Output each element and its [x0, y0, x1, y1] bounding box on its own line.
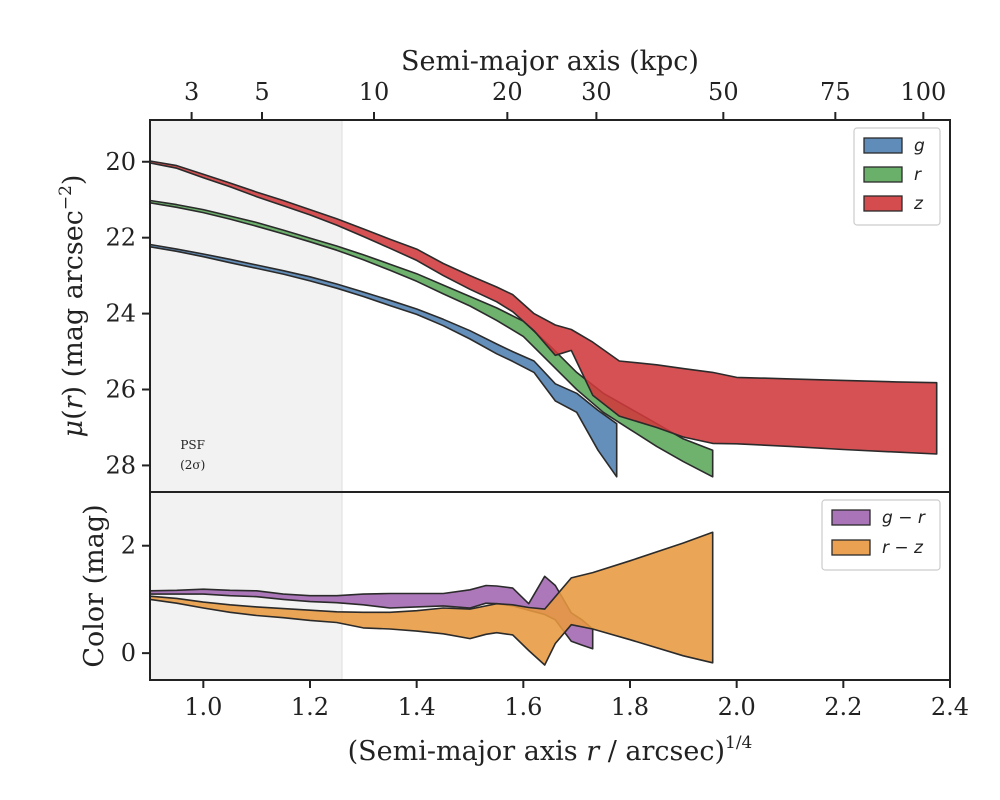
xtick-label: 1.6 — [504, 693, 542, 721]
legend-label-z: z — [913, 194, 924, 214]
kpc-tick-label: 75 — [820, 78, 851, 106]
legend-swatch-r-minus-z — [831, 539, 871, 556]
kpc-tick-label: 30 — [581, 78, 612, 106]
xtick-label: 1.0 — [184, 693, 222, 721]
y-axis-title-top: μ(r) (mag arcsec−2) — [56, 175, 89, 438]
xtick-label: 2.0 — [718, 693, 756, 721]
color-panel: 0 2 1.0 1.2 1.4 1.6 1.8 2.0 2.2 2.4 g − r r − z — [121, 491, 969, 721]
ytick-label-bottom: 0 — [121, 639, 136, 667]
band-r — [150, 199, 714, 478]
kpc-tick-label: 3 — [184, 78, 199, 106]
xtick-label: 1.8 — [611, 693, 649, 721]
legend-label-g: g — [914, 136, 925, 156]
kpc-tick-label: 5 — [254, 78, 269, 106]
ytick-label-top: 26 — [105, 376, 136, 404]
x-axis-title: (Semi-major axis r / arcsec)1/4 — [348, 733, 753, 767]
band-z — [150, 160, 938, 455]
kpc-tick-label: 50 — [708, 78, 739, 106]
xtick-label: 1.2 — [291, 693, 329, 721]
bottom-panel-frame — [149, 491, 951, 681]
legend-label-r: r — [914, 165, 922, 185]
band-g — [150, 243, 618, 478]
legend-label-g-minus-r: g − r — [882, 508, 926, 528]
legend-swatch-z — [863, 195, 903, 212]
axis-labels: Semi-major axis (kpc) (Semi-major axis r … — [56, 46, 752, 767]
kpc-tick-label: 100 — [900, 78, 946, 106]
kpc-tick-label: 20 — [492, 78, 523, 106]
kpc-tick-label: 10 — [359, 78, 390, 106]
legend-swatch-g — [863, 137, 903, 154]
y-axis-title-bottom: Color (mag) — [79, 504, 110, 667]
legend-swatch-r — [863, 166, 903, 183]
xtick-label: 2.4 — [931, 693, 969, 721]
psf-label: PSF — [180, 438, 205, 452]
psf-region-bottom — [149, 491, 343, 681]
band-r-minus-z — [150, 531, 714, 666]
psf-sigma-label: (2σ) — [180, 458, 205, 472]
band-g-minus-r — [150, 575, 594, 650]
legend-swatch-g-minus-r — [831, 509, 871, 526]
psf-region-top — [149, 119, 343, 493]
legend-label-r-minus-z: r − z — [882, 538, 924, 558]
xtick-label: 2.2 — [824, 693, 862, 721]
ytick-label-top: 22 — [105, 224, 136, 252]
surface-brightness-panel: PSF (2σ) 20 22 24 26 28 3 5 10 20 30 50 75 100 grz — [105, 78, 951, 493]
ytick-label-top: 28 — [105, 451, 136, 479]
ytick-label-top: 24 — [105, 300, 136, 328]
ytick-label-top: 20 — [105, 148, 136, 176]
xtick-label: 1.4 — [398, 693, 436, 721]
ytick-label-bottom: 2 — [121, 532, 136, 560]
top-axis-title: Semi-major axis (kpc) — [401, 46, 699, 77]
